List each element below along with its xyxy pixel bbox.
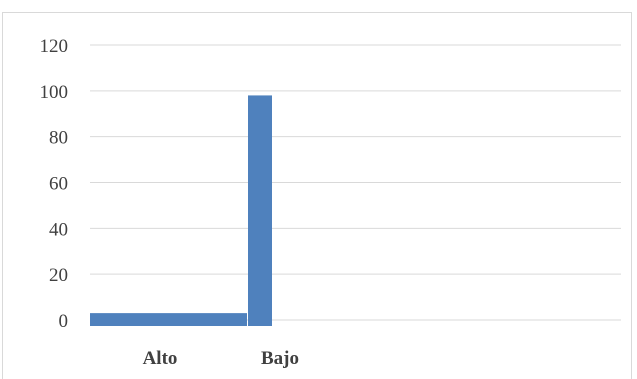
y-tick-label: 80 — [49, 128, 68, 149]
y-tick-label: 20 — [49, 265, 68, 286]
y-tick-label: 60 — [49, 174, 68, 195]
x-category-label: Alto — [143, 348, 178, 369]
x-category-label: Bajo — [261, 348, 299, 369]
gridlines — [90, 44, 621, 321]
x-axis-categories: Alto Bajo — [143, 348, 299, 369]
y-tick-label: 100 — [40, 82, 69, 103]
bar-bajo — [248, 95, 272, 327]
y-tick-label: 40 — [49, 219, 68, 240]
y-tick-label: 120 — [40, 36, 69, 57]
bars — [90, 95, 272, 327]
bar-alto — [90, 313, 247, 326]
y-tick-label: 0 — [59, 311, 69, 332]
y-axis-ticks: 0 20 40 60 80 100 120 — [40, 36, 69, 332]
